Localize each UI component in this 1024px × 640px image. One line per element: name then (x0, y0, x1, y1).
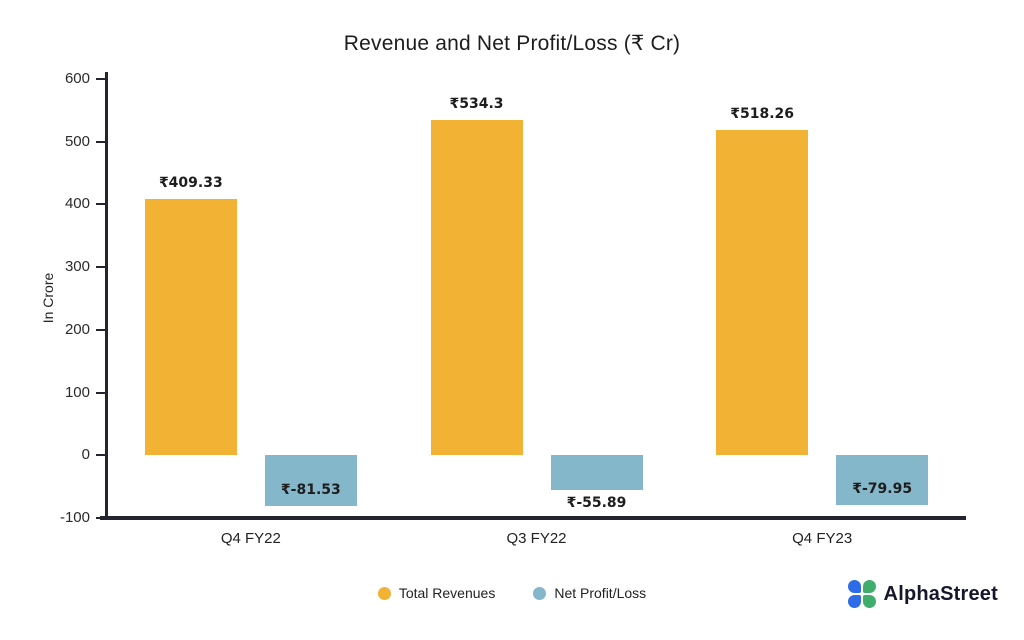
logo-petal-icon (862, 580, 876, 593)
x-category-label: Q3 FY22 (506, 530, 567, 547)
legend-swatch-net-profit-loss (533, 586, 547, 600)
alphastreet-logo-text: AlphaStreet (883, 582, 998, 605)
y-tick-label: 100 (64, 383, 90, 401)
logo-petal-icon (847, 580, 861, 593)
legend-swatch-total-revenues (377, 586, 391, 600)
y-tick-mark (96, 203, 105, 206)
x-axis-line (100, 516, 966, 520)
y-tick-label: 500 (64, 132, 90, 150)
y-tick-mark (96, 454, 105, 457)
loss-value-label: ₹-55.89 (566, 495, 627, 512)
legend-label-net-profit-loss: Net Profit/Loss (554, 585, 647, 601)
logo-petal-icon (847, 595, 861, 608)
revenue-bar (430, 120, 523, 456)
y-tick-label: 200 (64, 320, 90, 338)
loss-bar (836, 455, 929, 506)
y-tick-label: 400 (64, 195, 90, 213)
legend-item-total-revenues: Total Revenues (377, 585, 496, 601)
y-tick-label: 300 (64, 258, 90, 276)
y-tick-label: 0 (81, 446, 90, 464)
alphastreet-logo: AlphaStreet (847, 580, 998, 608)
loss-value-label: ₹-81.53 (280, 482, 341, 499)
revenue-value-label: ₹518.26 (730, 106, 795, 123)
revenue-bar (144, 198, 237, 456)
revenue-value-label: ₹409.33 (158, 174, 223, 191)
y-axis-label: In Crore (40, 272, 56, 324)
revenue-value-label: ₹534.3 (449, 96, 504, 113)
revenue-bar (716, 130, 809, 456)
legend-label-total-revenues: Total Revenues (398, 585, 496, 601)
y-axis-line (105, 72, 108, 520)
y-tick-mark (96, 391, 105, 394)
y-tick-mark (96, 78, 105, 80)
legend-item-net-profit-loss: Net Profit/Loss (533, 585, 646, 601)
x-category-label: Q4 FY22 (220, 530, 281, 547)
y-tick-mark (96, 517, 105, 519)
chart-legend: Total Revenues Net Profit/Loss (0, 585, 1024, 601)
y-tick-label: -100 (59, 509, 90, 526)
loss-bar (264, 455, 357, 507)
logo-petal-icon (862, 595, 876, 608)
y-tick-label: 600 (64, 70, 90, 87)
loss-value-label: ₹-79.95 (852, 481, 913, 498)
alphastreet-logo-icon (847, 580, 876, 608)
y-tick-mark (96, 328, 105, 331)
y-tick-mark (96, 140, 105, 143)
y-tick-mark (96, 266, 105, 269)
x-category-label: Q4 FY23 (792, 530, 853, 547)
loss-bar (550, 455, 643, 491)
chart-title: Revenue and Net Profit/Loss (₹ Cr) (343, 32, 681, 55)
